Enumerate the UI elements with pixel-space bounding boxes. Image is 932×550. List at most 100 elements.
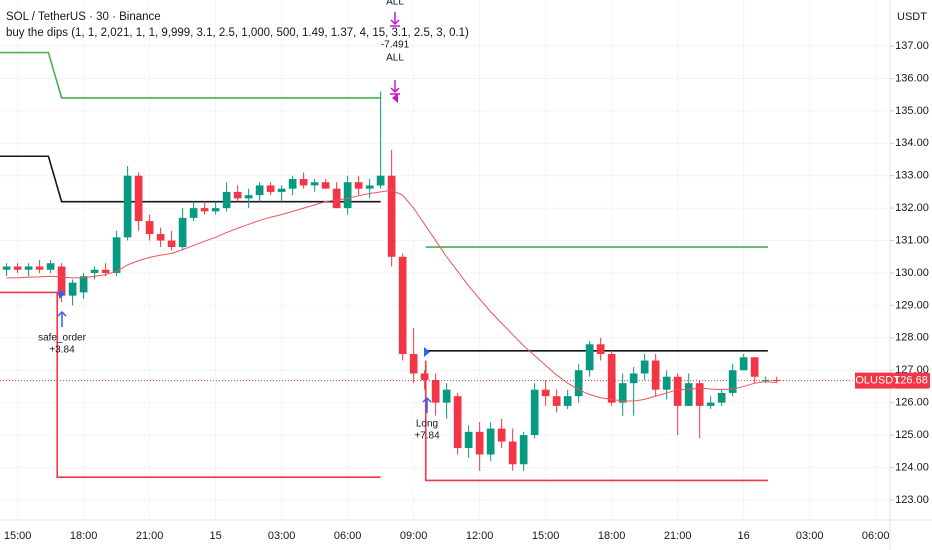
candle-body xyxy=(123,175,132,238)
y-tick-label: 134.00 xyxy=(895,137,929,149)
candle-body xyxy=(497,428,506,442)
candle-body xyxy=(233,191,242,199)
trade-arrow-head xyxy=(390,19,400,26)
candle-body xyxy=(607,354,616,403)
candle-body xyxy=(398,256,407,355)
plot: safe_order+3.84 Long+7.84 ALL -7.491 ALL xyxy=(0,0,890,520)
candle-body xyxy=(145,221,154,235)
candle-body xyxy=(90,269,99,273)
candle-body xyxy=(750,357,759,377)
x-tick-label: 21:00 xyxy=(136,530,164,542)
y-tick-label: 136.00 xyxy=(895,72,929,84)
y-tick-label: 131.00 xyxy=(895,234,929,246)
y-tick-label: 123.00 xyxy=(895,494,929,506)
candle-body xyxy=(310,182,319,186)
price-tag-value: 126.68 xyxy=(894,375,928,387)
x-tick-label: 21:00 xyxy=(664,530,692,542)
candle-body xyxy=(222,191,231,209)
price-tag-bg xyxy=(893,372,930,389)
y-tick-label: 129.00 xyxy=(895,299,929,311)
trade-arrow-head xyxy=(390,87,400,94)
symbol-title: SOL / TetherUS · 30 · Binance xyxy=(6,11,161,23)
candle-body xyxy=(255,185,264,196)
trade-label: +3.84 xyxy=(49,345,75,356)
candle-body xyxy=(739,357,748,371)
candle-body xyxy=(508,441,517,465)
candle-body xyxy=(453,396,462,449)
candle-body xyxy=(596,344,605,355)
indicator-title: buy the dips (1, 1, 2,021, 1, 1, 9,999, … xyxy=(6,27,469,39)
candle-body xyxy=(189,208,198,218)
entry-marker xyxy=(59,289,65,299)
x-tick-label: 03:00 xyxy=(268,530,296,542)
x-tick-label: 06:00 xyxy=(862,530,890,542)
candle-body xyxy=(288,178,297,189)
trade-label: ALL xyxy=(386,53,404,64)
trade-label: ALL xyxy=(386,0,404,8)
candle-body xyxy=(761,379,770,381)
candle-body xyxy=(420,373,429,380)
trade-label: Long xyxy=(416,419,438,430)
candle-body xyxy=(79,276,88,293)
candle-body xyxy=(651,360,660,390)
candle-body xyxy=(563,396,572,406)
candle-body xyxy=(717,392,726,403)
level-line xyxy=(0,51,768,248)
trade-arrow-head xyxy=(57,310,67,317)
currency: USDT xyxy=(897,11,927,23)
candle-body xyxy=(321,182,330,189)
candle-body xyxy=(673,376,682,406)
candle-body xyxy=(541,389,550,397)
y-tick-label: 135.00 xyxy=(895,105,929,117)
x-tick-label: 18:00 xyxy=(598,530,626,542)
candle-body xyxy=(200,208,209,212)
candle-body xyxy=(475,431,484,455)
candle-body xyxy=(13,266,22,270)
candle-body xyxy=(431,379,440,403)
candle-body xyxy=(684,383,693,406)
x-tick-label: 09:00 xyxy=(400,530,428,542)
candle-body xyxy=(706,402,715,406)
candle-body xyxy=(134,175,143,222)
candle-body xyxy=(772,379,781,381)
candle-body xyxy=(35,266,44,270)
candle-body xyxy=(409,354,418,374)
y-tick-label: 132.00 xyxy=(895,202,929,214)
x-tick-label: 06:00 xyxy=(334,530,362,542)
y-tick-label: 124.00 xyxy=(895,461,929,473)
candle-body xyxy=(156,234,165,241)
candle-body xyxy=(332,188,341,209)
candle-body xyxy=(211,208,220,212)
candle-body xyxy=(112,237,121,273)
candle-body xyxy=(266,185,275,192)
trade-arrow-head xyxy=(422,396,432,403)
candle-body xyxy=(365,185,374,189)
y-tick-label: 137.00 xyxy=(895,40,929,52)
candle-body xyxy=(167,240,176,248)
candle-body xyxy=(519,435,528,465)
candle-body xyxy=(299,178,308,186)
candle-body xyxy=(244,195,253,199)
candle-body xyxy=(662,376,671,390)
x-tick-label: 15:00 xyxy=(4,530,32,542)
candle-body xyxy=(277,188,286,192)
y-tick-label: 133.00 xyxy=(895,170,929,182)
x-tick-label: 03:00 xyxy=(796,530,824,542)
x-tick-label: 16 xyxy=(738,530,750,542)
candle-body xyxy=(640,360,649,374)
y-tick-label: 126.00 xyxy=(895,397,929,409)
candle-body xyxy=(68,282,77,296)
candle-body xyxy=(629,373,638,384)
x-tick-label: 15 xyxy=(209,530,221,542)
candle-body xyxy=(695,383,704,406)
candle-body xyxy=(574,370,583,397)
x-tick-label: 15:00 xyxy=(532,530,560,542)
price-tag-bg xyxy=(855,372,893,389)
candle-body xyxy=(178,217,187,248)
y-tick-label: 130.00 xyxy=(895,267,929,279)
candle-body xyxy=(618,383,627,403)
candle-body xyxy=(728,370,737,393)
candle-body xyxy=(464,431,473,449)
